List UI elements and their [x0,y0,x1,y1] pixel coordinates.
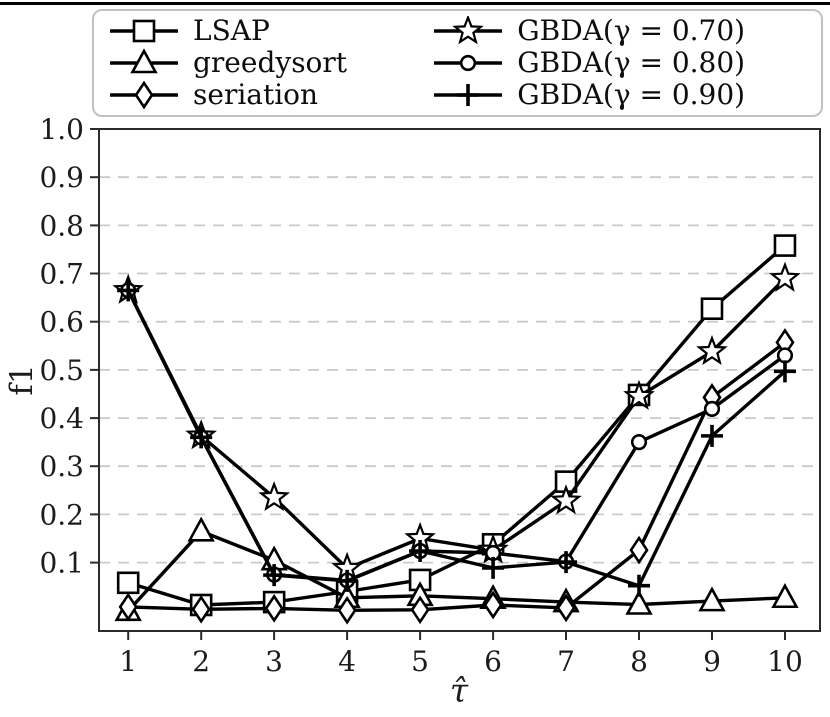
series-triangle-marker [187,516,215,542]
series-square-marker [773,234,797,257]
axes: 0.1 0.2 0.3 0.4 0.5 0.6 0.7 0.8 0.9 1.0 1 2 3 4 5 6 7 8 9 1… [39,113,821,678]
legend-star-marker [452,16,485,45]
series-square-marker [700,297,724,320]
series-diamond-marker [629,535,649,565]
legend-label: seriation [193,78,319,111]
legend-item: GBDA(γ = 0.90) [432,79,813,111]
x-tick-label: 2 [192,645,210,678]
y-tick-label: 0.2 [39,498,84,531]
legend-item: LSAP [108,15,432,47]
y-axis-label: f1 [4,364,40,395]
y-tick-label: 0.3 [39,450,84,483]
series-circle-marker [703,400,721,418]
series-circle-marker [630,434,648,451]
legend-circle-marker [460,54,477,72]
series-triangle-marker [698,586,726,612]
triangle-legend-sample-icon [110,48,178,74]
legend-column-right: GBDA(γ = 0.70) GBDA(γ = 0.80) GBDA(γ = 0.9… [432,14,813,112]
series-triangle-marker [625,589,653,615]
plot-border [98,128,821,632]
series-line-triangle [126,529,786,612]
series-circle-marker [776,347,794,364]
series-star-marker [769,261,801,292]
series-plus-marker [555,551,578,574]
series-plus-marker [263,564,286,587]
series-diamond-marker [191,594,211,624]
series-line-diamond [128,341,787,613]
x-axis-label: τ̂ [450,671,469,710]
legend: LSAP greedysort seriation GBDA(γ = 0.70) GB… [92,9,823,117]
x-tick-label: 1 [119,645,137,678]
x-tick-label: 4 [338,645,356,678]
series-line-square [127,244,787,607]
series-plus-marker [628,574,651,597]
series-star-marker [550,484,582,515]
legend-label: LSAP [193,14,270,47]
legend-item: GBDA(γ = 0.80) [432,47,813,79]
x-tick-label: 6 [484,645,502,678]
series-plus-marker [117,279,140,302]
square-legend-sample-icon [110,19,178,43]
legend-item: GBDA(γ = 0.70) [432,15,813,47]
y-tick-label: 0.1 [39,547,84,580]
diamond-legend-sample-icon [110,80,178,110]
series-line-plus [126,289,787,588]
series-square-marker [116,571,140,595]
legend-item: greedysort [108,47,432,79]
legend-label: GBDA(γ = 0.90) [517,78,746,111]
series-diamond-marker [483,590,503,620]
series-plus-marker [336,569,359,592]
data-series [112,234,801,625]
y-tick-label: 0.5 [39,354,84,387]
series-diamond-marker [556,593,576,623]
legend-item: seriation [108,79,432,111]
star-legend-sample-icon [434,16,503,45]
x-tick-label: 8 [630,645,648,678]
series-plus-marker [409,540,432,563]
legend-square-marker [132,19,156,43]
series-star-marker [696,334,728,366]
series-plus-marker [700,424,723,447]
y-tick-label: 0.9 [39,161,84,194]
series-diamond-marker [264,594,284,623]
legend-triangle-marker [130,48,158,74]
x-tick-label: 9 [703,645,721,678]
x-tick-label: 7 [557,645,575,678]
legend-label: GBDA(γ = 0.70) [517,14,746,47]
series-plus-marker [482,556,505,579]
legend-diamond-marker [134,80,154,110]
series-star-marker [623,379,655,410]
legend-column-left: LSAP greedysort seriation [108,14,432,112]
series-diamond-marker [410,595,430,625]
series-diamond-marker [337,595,357,625]
legend-label: greedysort [193,46,348,79]
series-line-star [126,277,787,571]
legend-plus-marker [457,84,480,106]
x-tick-label: 5 [411,645,429,678]
series-star-marker [258,481,290,512]
y-tick-label: 0.7 [39,258,84,291]
series-triangle-marker [771,583,799,609]
series-plus-marker [190,426,213,449]
x-tick-label: 3 [265,645,283,678]
top-rule-divider [0,2,830,5]
series-plus-marker [773,360,796,383]
plus-legend-sample-icon [434,84,503,106]
y-tick-label: 1.0 [39,113,84,146]
legend-label: GBDA(γ = 0.80) [517,46,746,79]
series-diamond-marker [118,592,138,622]
circle-legend-sample-icon [434,54,503,72]
y-tick-label: 0.6 [39,306,84,339]
series-line-circle [126,289,787,583]
x-tick-label: 10 [767,645,803,678]
y-tick-label: 0.8 [39,209,84,242]
y-tick-label: 0.4 [39,402,84,435]
